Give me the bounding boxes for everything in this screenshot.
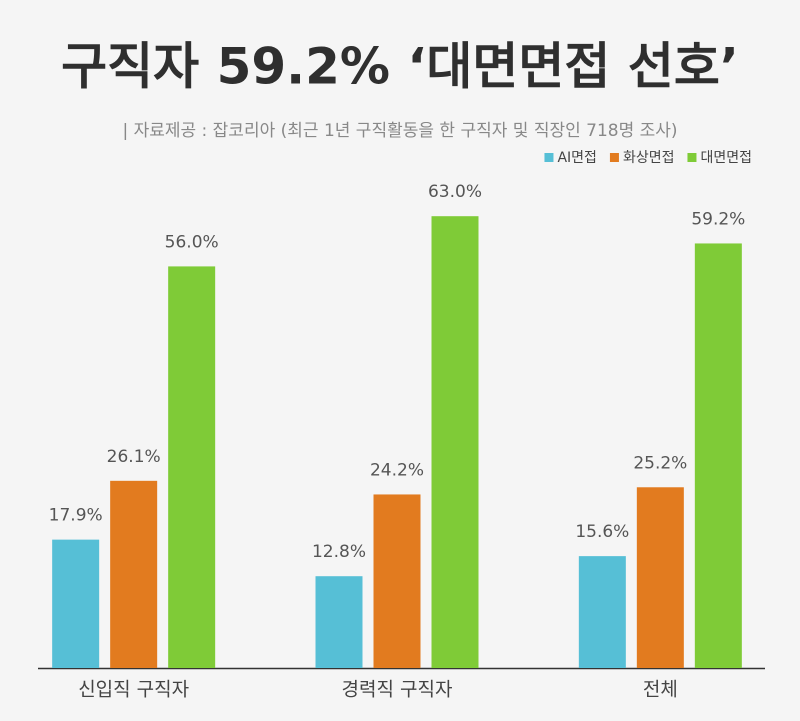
x-tick-label: 경력직 구직자 xyxy=(342,679,453,701)
bar xyxy=(52,539,100,668)
chart-title: 구직자 59.2% ‘대면면접 선호’ xyxy=(61,38,739,96)
value-label: 56.0% xyxy=(165,232,219,252)
bar xyxy=(578,556,626,668)
value-label: 26.1% xyxy=(107,447,161,467)
legend-swatch xyxy=(687,153,697,162)
legend-swatch xyxy=(609,153,619,162)
bar xyxy=(694,243,742,669)
value-label: 25.2% xyxy=(633,453,687,473)
bar xyxy=(110,480,158,668)
x-tick-label: 신입직 구직자 xyxy=(78,679,189,701)
legend-swatch xyxy=(544,153,554,162)
value-label: 15.6% xyxy=(575,522,629,542)
value-label: 24.2% xyxy=(370,460,424,480)
chart-subtitle: | 자료제공 : 잡코리아 (최근 1년 구직활동을 한 구직자 및 직장인 7… xyxy=(122,121,677,141)
x-tick-label: 전체 xyxy=(643,679,678,701)
bar xyxy=(431,216,479,668)
legend-label: AI면접 xyxy=(557,150,596,166)
value-label: 59.2% xyxy=(691,209,745,229)
bar xyxy=(636,487,684,668)
value-label: 17.9% xyxy=(49,506,103,526)
value-label: 12.8% xyxy=(312,542,366,562)
legend-label: 대면면접 xyxy=(700,150,752,166)
value-label: 63.0% xyxy=(428,182,482,202)
bar xyxy=(373,494,421,668)
bar xyxy=(168,266,216,668)
legend-label: 화상면접 xyxy=(623,150,675,166)
bar xyxy=(315,576,363,668)
